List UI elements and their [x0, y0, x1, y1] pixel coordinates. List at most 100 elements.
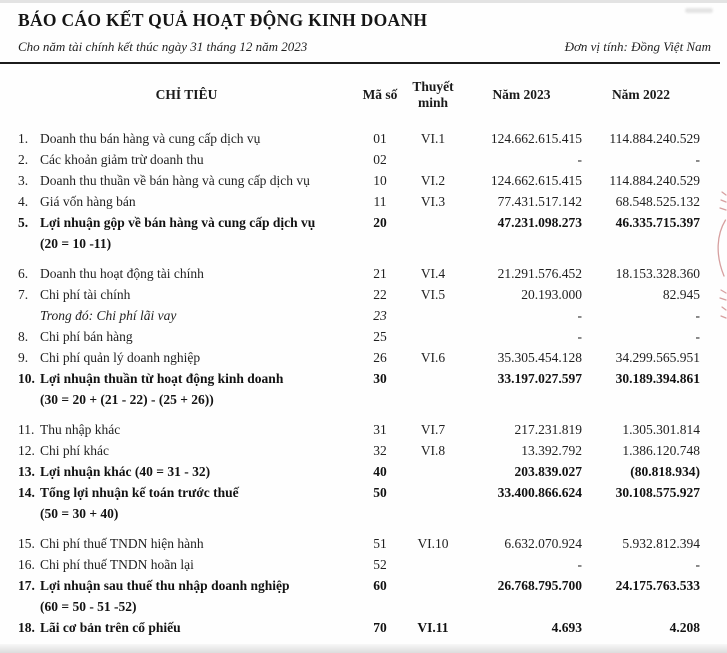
table-body: 1. Doanh thu bán hàng và cung cấp dịch vụ… [0, 128, 727, 638]
row-code: 40 [373, 464, 387, 479]
table-header-row: CHỈ TIÊU Mã số Thuyết minh Năm 2023 Năm … [0, 74, 727, 116]
row-number: 16. [18, 557, 35, 572]
row-value-2022: 46.335.715.397 [615, 215, 700, 230]
table-row-total: 17. Lợi nhuận sau thuế thu nhập doanh ngh… [0, 575, 727, 617]
report-title: BÁO CÁO KẾT QUẢ HOẠT ĐỘNG KINH DOANH [18, 10, 428, 30]
unit-note: Đơn vị tính: Đồng Việt Nam [564, 39, 711, 54]
row-label: Chi phí thuế TNDN hoãn lại [40, 557, 194, 572]
table-row: 12. Chi phí khác 32 VI.8 13.392.792 1.386… [0, 440, 727, 461]
row-value-2023: 4.693 [551, 620, 582, 635]
row-value-2023: 6.632.070.924 [504, 536, 582, 551]
row-value-2022: 1.386.120.748 [622, 443, 700, 458]
table-row: 7. Chi phí tài chính 22 VI.5 20.193.000 8… [0, 284, 727, 305]
row-formula: (30 = 20 + (21 - 22) - (25 + 26)) [40, 392, 214, 407]
row-number: 17. [18, 578, 35, 593]
table-row: 4. Giá vốn hàng bán 11 VI.3 77.431.517.14… [0, 191, 727, 212]
row-code: 22 [373, 287, 387, 302]
row-label: Lãi cơ bản trên cổ phiếu [40, 620, 181, 635]
row-note: VI.8 [420, 443, 446, 458]
row-formula: (60 = 50 - 51 -52) [40, 599, 137, 614]
row-note: VI.3 [420, 194, 446, 209]
row-label: Doanh thu bán hàng và cung cấp dịch vụ [40, 131, 261, 146]
row-value-2022: 30.108.575.927 [615, 485, 700, 500]
table-row: 15. Chi phí thuế TNDN hiện hành 51 VI.10 … [0, 533, 727, 554]
row-value-2022: - [695, 329, 701, 344]
row-label: Lợi nhuận khác (40 = 31 - 32) [40, 464, 211, 479]
col-header-2023: Năm 2023 [492, 87, 551, 102]
row-value-2023: - [577, 557, 583, 572]
row-value-2023: 33.400.866.624 [497, 485, 582, 500]
row-value-2023: - [577, 152, 583, 167]
row-value-2023: 203.839.027 [514, 464, 583, 479]
table-row: 16. Chi phí thuế TNDN hoãn lại 52 - - [0, 554, 727, 575]
row-value-2023: 217.231.819 [514, 422, 583, 437]
row-value-2022: 34.299.565.951 [615, 350, 700, 365]
row-note: VI.6 [420, 350, 446, 365]
row-note: VI.5 [420, 287, 446, 302]
row-value-2023: 124.662.615.415 [490, 173, 582, 188]
row-value-2022: - [695, 557, 701, 572]
row-number: 11. [18, 422, 35, 437]
row-code: 52 [373, 557, 387, 572]
divider-rule [0, 62, 720, 64]
col-header-label: CHỈ TIÊU [155, 87, 218, 102]
row-value-2022: 82.945 [662, 287, 700, 302]
col-header-code: Mã số [362, 87, 398, 102]
row-code: 25 [373, 329, 387, 344]
row-formula: (50 = 30 + 40) [40, 506, 119, 521]
row-value-2022: (80.818.934) [630, 464, 700, 479]
report-subtitle-row: Cho năm tài chính kết thúc ngày 31 tháng… [18, 39, 711, 55]
row-number: 7. [18, 287, 29, 302]
row-value-2023: - [577, 308, 583, 323]
row-value-2022: 114.884.240.529 [609, 173, 700, 188]
row-value-2023: - [577, 329, 583, 344]
row-value-2022: - [695, 152, 701, 167]
row-label: Doanh thu thuần về bán hàng và cung cấp … [40, 173, 310, 188]
row-label: Lợi nhuận gộp về bán hàng và cung cấp dị… [40, 215, 316, 230]
row-value-2022: 68.548.525.132 [615, 194, 700, 209]
row-number: 2. [18, 152, 29, 167]
row-code: 23 [373, 308, 387, 323]
table-row: 11. Thu nhập khác 31 VI.7 217.231.819 1.3… [0, 419, 727, 440]
row-value-2023: 47.231.098.273 [497, 215, 582, 230]
row-label: Tổng lợi nhuận kế toán trước thuế [40, 485, 239, 500]
row-label: Giá vốn hàng bán [40, 194, 136, 209]
row-value-2023: 124.662.615.415 [490, 131, 582, 146]
row-value-2023: 20.193.000 [521, 287, 582, 302]
row-value-2022: 114.884.240.529 [609, 131, 700, 146]
row-number: 1. [18, 131, 29, 146]
table-row-total: 5. Lợi nhuận gộp về bán hàng và cung cấp … [0, 212, 727, 254]
row-code: 10 [373, 173, 387, 188]
row-number: 6. [18, 266, 29, 281]
table-row: 2. Các khoản giảm trừ doanh thu 02 - - [0, 149, 727, 170]
row-value-2022: - [695, 308, 701, 323]
table-row-total: 14. Tổng lợi nhuận kế toán trước thuế (50 … [0, 482, 727, 524]
table-row: 3. Doanh thu thuần về bán hàng và cung cấ… [0, 170, 727, 191]
row-number [18, 305, 40, 326]
table-row-total: 13. Lợi nhuận khác (40 = 31 - 32) 40 203.… [0, 461, 727, 482]
row-number: 8. [18, 329, 29, 344]
row-label: Lợi nhuận sau thuế thu nhập doanh nghiệp [40, 578, 290, 593]
row-value-2023: 77.431.517.142 [497, 194, 582, 209]
row-value-2022: 24.175.763.533 [615, 578, 700, 593]
row-label: Thu nhập khác [40, 422, 121, 437]
row-code: 21 [373, 266, 387, 281]
row-number: 15. [18, 536, 35, 551]
row-number: 9. [18, 350, 29, 365]
row-note: VI.4 [420, 266, 446, 281]
row-code: 32 [373, 443, 387, 458]
row-code: 01 [373, 131, 387, 146]
row-number: 10. [18, 371, 35, 386]
row-label: Lợi nhuận thuần từ hoạt động kinh doanh [40, 371, 284, 386]
table-row-total: 18. Lãi cơ bản trên cổ phiếu 70 VI.11 4.6… [0, 617, 727, 638]
table-row: 9. Chi phí quản lý doanh nghiệp 26 VI.6 3… [0, 347, 727, 368]
row-code: 20 [373, 215, 387, 230]
row-formula: (20 = 10 -11) [40, 236, 112, 251]
row-code: 31 [373, 422, 387, 437]
row-value-2023: 13.392.792 [521, 443, 582, 458]
row-label: Chi phí bán hàng [40, 329, 133, 344]
row-note: VI.10 [417, 536, 449, 551]
row-label: Các khoản giảm trừ doanh thu [40, 152, 204, 167]
row-code: 60 [373, 578, 387, 593]
